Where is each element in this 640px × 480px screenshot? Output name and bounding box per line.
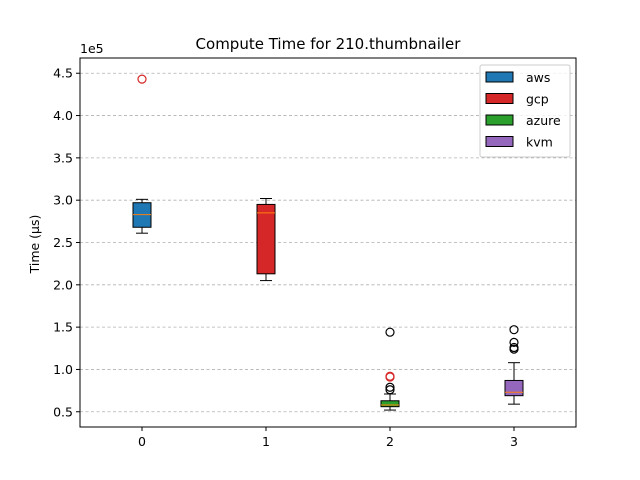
- y-tick-label: 3.5: [53, 150, 73, 165]
- box-kvm: [504, 325, 524, 405]
- y-tick-label: 1.0: [53, 362, 73, 377]
- y-multiplier-label: 1e5: [80, 41, 104, 56]
- legend-swatch-kvm: [485, 136, 514, 147]
- outlier-point: [509, 342, 519, 353]
- chart-title: Compute Time for 210.thumbnailer: [196, 35, 462, 53]
- y-tick-label: 0.5: [53, 404, 73, 419]
- y-tick-label: 1.5: [53, 320, 73, 335]
- legend-frame: [479, 64, 571, 158]
- legend-label-aws: aws: [526, 70, 550, 85]
- y-tick-label: 3.0: [53, 193, 73, 208]
- outlier-point: [385, 371, 395, 381]
- legend-label-azure: azure: [526, 113, 561, 128]
- grid-lines: [80, 72, 576, 413]
- outlier-point: [137, 74, 147, 84]
- outlier-point: [385, 382, 395, 392]
- plot-area: [132, 74, 524, 411]
- x-tick-label: 1: [262, 434, 270, 449]
- legend-swatch-aws: [485, 71, 514, 83]
- outlier-point: [509, 325, 519, 335]
- legend-swatch-azure: [485, 114, 514, 126]
- x-tick-label: 2: [386, 434, 394, 449]
- y-tick-label: 2.0: [53, 277, 73, 292]
- box-azure: [380, 327, 400, 411]
- y-tick-label: 4.5: [53, 66, 73, 81]
- axes: 0.5 1.0 1.5 2.0 2.5 3.0 3.5 4.0 4.5 0 1 2 3: [53, 66, 518, 449]
- legend: aws gcp azure kvm: [479, 64, 571, 158]
- box-aws: [132, 74, 152, 234]
- y-tick-label: 2.5: [53, 235, 73, 250]
- box-body: [380, 400, 400, 408]
- box-body: [504, 379, 524, 397]
- y-tick-label: 4.0: [53, 108, 73, 123]
- box-gcp: [256, 197, 276, 282]
- legend-label-gcp: gcp: [526, 92, 549, 107]
- box-body: [256, 203, 276, 275]
- y-axis-label: Time (µs): [27, 215, 42, 275]
- x-tick-label: 0: [138, 434, 146, 449]
- x-tick-label: 3: [510, 434, 518, 449]
- outlier-point: [385, 385, 395, 395]
- legend-label-kvm: kvm: [526, 135, 553, 150]
- outlier-point: [509, 337, 519, 347]
- legend-swatch-gcp: [485, 93, 514, 104]
- outlier-point: [385, 327, 395, 337]
